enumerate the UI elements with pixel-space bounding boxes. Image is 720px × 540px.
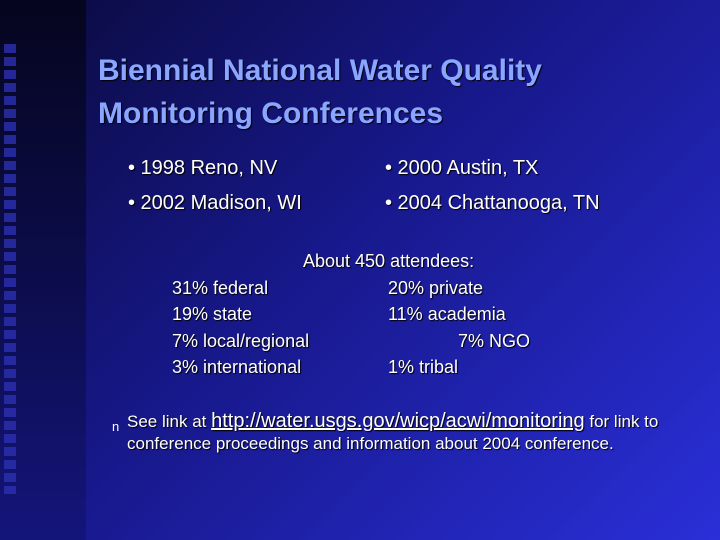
breakdown-item: 20% private [388,278,484,298]
conference: • 2004 Chattanooga, TN [385,192,600,214]
note: See link at http://water.usgs.gov/wicp/a… [127,410,687,455]
conference: • 2000 Austin, TX [385,157,539,179]
title-line: Biennial National Water Quality [98,54,542,87]
breakdown-item: 1% tribal [388,357,459,377]
breakdown-item: 19% state [172,304,253,324]
attendees-heading: About 450 attendees: [303,251,475,271]
note-text: for link to conference proceedings and i… [127,412,659,453]
breakdown-item: 7% NGO [458,331,531,351]
link[interactable]: http://water.usgs.gov/wicp/acwi/monitori… [211,410,585,432]
breakdown-item: 11% academia [388,304,506,324]
bullet-marker: n [112,419,120,434]
square-column [4,44,16,494]
breakdown-item: 3% international [172,357,302,377]
breakdown-item: 31% federal [172,278,269,298]
conference: • 2002 Madison, WI [128,192,302,214]
title-line: Monitoring Conferences [98,97,444,130]
breakdown-item: 7% local/regional [172,331,310,351]
note-text: See link at [127,412,207,431]
conference: • 1998 Reno, NV [128,157,278,179]
